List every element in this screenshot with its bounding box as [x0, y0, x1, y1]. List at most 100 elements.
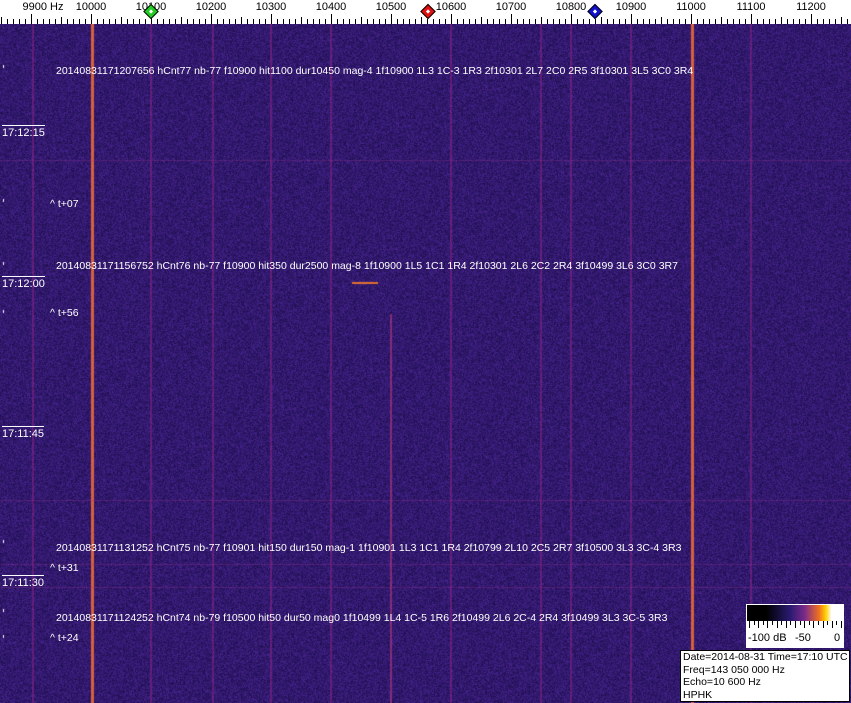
- axis-tick: [547, 19, 548, 24]
- axis-tick: [529, 19, 530, 24]
- axis-tick: [361, 17, 362, 24]
- axis-tick: [469, 19, 470, 24]
- axis-tick: [97, 19, 98, 24]
- axis-tick: [619, 19, 620, 24]
- color-scale-legend: -100 dB -50 0: [746, 604, 844, 648]
- axis-tick: [811, 14, 812, 24]
- colorbar-tick: [749, 621, 750, 628]
- axis-tick: [541, 17, 542, 24]
- axis-label: 10600: [435, 1, 467, 13]
- axis-label: 10400: [315, 1, 347, 13]
- axis-tick: [607, 19, 608, 24]
- axis-tick: [343, 19, 344, 24]
- axis-tick: [121, 17, 122, 24]
- axis-tick: [493, 19, 494, 24]
- axis-label: 10700: [495, 1, 527, 13]
- axis-tick: [805, 19, 806, 24]
- axis-tick: [133, 19, 134, 24]
- axis-tick: [841, 17, 842, 24]
- time-offset-label: ^ t+24: [50, 632, 79, 644]
- axis-tick: [523, 19, 524, 24]
- axis-tick: [73, 19, 74, 24]
- axis-tick: [181, 17, 182, 24]
- axis-tick: [601, 17, 602, 24]
- colorbar-tick: [827, 621, 829, 625]
- waterfall-display[interactable]: [0, 24, 851, 703]
- axis-tick: [61, 17, 62, 24]
- axis-tick: [85, 19, 86, 24]
- axis-tick: [499, 19, 500, 24]
- axis-tick: [391, 14, 392, 24]
- axis-tick: [163, 19, 164, 24]
- axis-tick: [205, 19, 206, 24]
- axis-tick: [757, 19, 758, 24]
- axis-tick: [589, 19, 590, 24]
- axis-tick: [331, 14, 332, 24]
- axis-tick: [25, 19, 26, 24]
- colorbar-tick: [795, 621, 796, 628]
- colorbar-tick: [785, 621, 787, 628]
- axis-tick: [247, 19, 248, 24]
- colorbar-tick: [822, 621, 824, 628]
- axis-tick: [715, 19, 716, 24]
- axis-tick: [109, 19, 110, 24]
- axis-label: 10300: [255, 1, 287, 13]
- axis-tick: [673, 19, 674, 24]
- axis-label: 10200: [195, 1, 227, 13]
- axis-tick: [79, 19, 80, 24]
- axis-tick: [697, 19, 698, 24]
- axis-tick: [745, 19, 746, 24]
- time-label: 17:12:15: [2, 125, 45, 139]
- axis-tick: [457, 19, 458, 24]
- axis-tick: [295, 19, 296, 24]
- axis-tick: [127, 19, 128, 24]
- axis-tick: [379, 19, 380, 24]
- axis-tick: [445, 19, 446, 24]
- axis-tick: [55, 19, 56, 24]
- axis-tick: [355, 19, 356, 24]
- axis-tick: [643, 19, 644, 24]
- axis-tick: [253, 19, 254, 24]
- axis-label: 10000: [75, 1, 107, 13]
- axis-tick: [535, 19, 536, 24]
- axis-tick: [451, 14, 452, 24]
- frequency-axis[interactable]: 9900 Hz 10000101001020010300104001050010…: [0, 0, 851, 24]
- axis-tick: [583, 19, 584, 24]
- axis-label: 10900: [615, 1, 647, 13]
- axis-tick: [751, 14, 752, 24]
- detection-record: 20140831171124252 hCnt74 nb-79 f10500 hi…: [56, 612, 668, 624]
- axis-tick: [277, 19, 278, 24]
- axis-label: 11100: [736, 1, 766, 13]
- colorbar-tick: [813, 621, 815, 628]
- red-marker-icon[interactable]: [420, 3, 436, 20]
- axis-tick: [631, 14, 632, 24]
- axis-tick: [559, 19, 560, 24]
- axis-tick: [409, 19, 410, 24]
- axis-tick: [169, 19, 170, 24]
- axis-tick: [703, 19, 704, 24]
- axis-tick: [403, 19, 404, 24]
- axis-label: 11200: [796, 1, 826, 13]
- axis-tick: [721, 17, 722, 24]
- axis-tick: [571, 14, 572, 24]
- colorbar-tick: [836, 621, 838, 625]
- axis-tick: [325, 19, 326, 24]
- colorbar-tick: [762, 621, 764, 625]
- axis-tick: [313, 19, 314, 24]
- time-offset-label: ^ t+56: [50, 307, 79, 319]
- axis-tick: [199, 19, 200, 24]
- colorbar-label-mid: -50: [795, 632, 811, 644]
- axis-tick: [823, 19, 824, 24]
- axis-tick: [265, 19, 266, 24]
- axis-tick: [727, 19, 728, 24]
- axis-tick: [595, 19, 596, 24]
- axis-tick: [613, 19, 614, 24]
- colorbar-tick: [776, 621, 778, 628]
- axis-tick: [319, 19, 320, 24]
- axis-tick: [13, 19, 14, 24]
- axis-tick: [679, 19, 680, 24]
- time-label: 17:12:00: [2, 276, 45, 290]
- axis-label: 10800: [555, 1, 587, 13]
- time-offset-label: ^ t+07: [50, 198, 79, 210]
